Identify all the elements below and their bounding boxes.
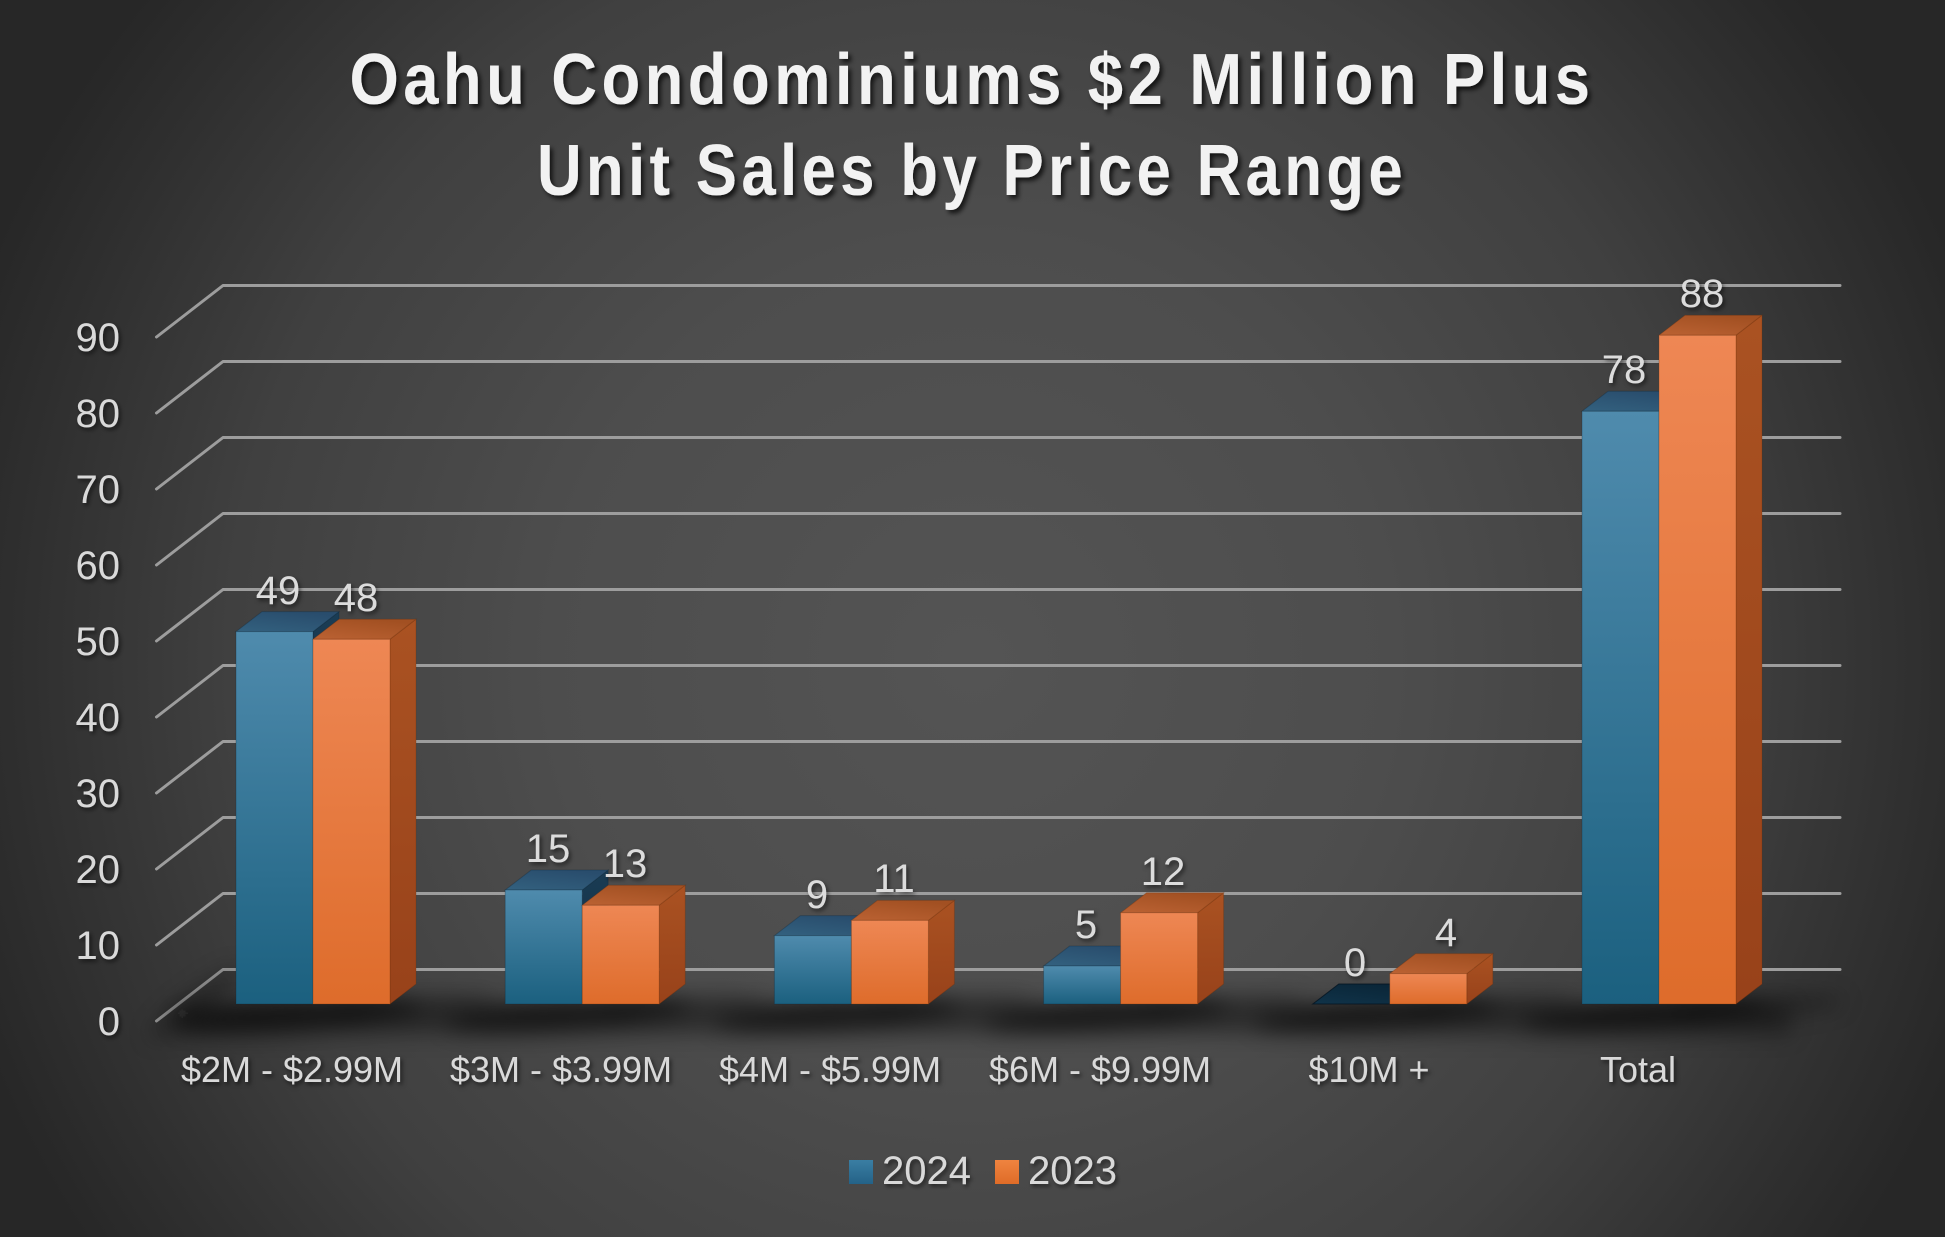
svg-text:88: 88 <box>1680 272 1725 316</box>
svg-text:$6M - $9.99M: $6M - $9.99M <box>989 1049 1211 1090</box>
svg-text:70: 70 <box>76 468 121 512</box>
svg-text:$3M - $3.99M: $3M - $3.99M <box>450 1049 672 1090</box>
svg-text:48: 48 <box>334 576 379 620</box>
svg-text:12: 12 <box>1141 850 1186 894</box>
svg-text:9: 9 <box>806 873 828 917</box>
svg-text:11: 11 <box>873 857 915 901</box>
svg-text:Total: Total <box>1600 1049 1676 1090</box>
svg-text:2023: 2023 <box>1028 1149 1117 1193</box>
svg-text:Unit Sales by Price Range: Unit Sales by Price Range <box>537 131 1407 211</box>
svg-text:50: 50 <box>76 620 121 664</box>
svg-text:4: 4 <box>1435 911 1457 955</box>
svg-text:10: 10 <box>76 924 121 968</box>
svg-text:Oahu Condominiums $2 Million P: Oahu Condominiums $2 Million Plus <box>350 40 1595 120</box>
svg-text:2024: 2024 <box>882 1149 971 1193</box>
svg-text:15: 15 <box>526 827 571 871</box>
svg-text:0: 0 <box>98 1000 120 1044</box>
svg-text:40: 40 <box>76 696 121 740</box>
svg-text:$4M - $5.99M: $4M - $5.99M <box>719 1049 941 1090</box>
svg-text:$2M - $2.99M: $2M - $2.99M <box>181 1049 403 1090</box>
svg-text:5: 5 <box>1075 903 1097 947</box>
svg-text:80: 80 <box>76 392 121 436</box>
svg-text:30: 30 <box>76 772 121 816</box>
svg-text:60: 60 <box>76 544 121 588</box>
svg-text:78: 78 <box>1602 348 1647 392</box>
svg-text:90: 90 <box>76 316 121 360</box>
svg-text:20: 20 <box>76 848 121 892</box>
svg-text:$10M +: $10M + <box>1308 1049 1429 1090</box>
svg-text:13: 13 <box>603 842 648 886</box>
svg-text:49: 49 <box>256 569 301 613</box>
svg-text:0: 0 <box>1344 941 1366 985</box>
